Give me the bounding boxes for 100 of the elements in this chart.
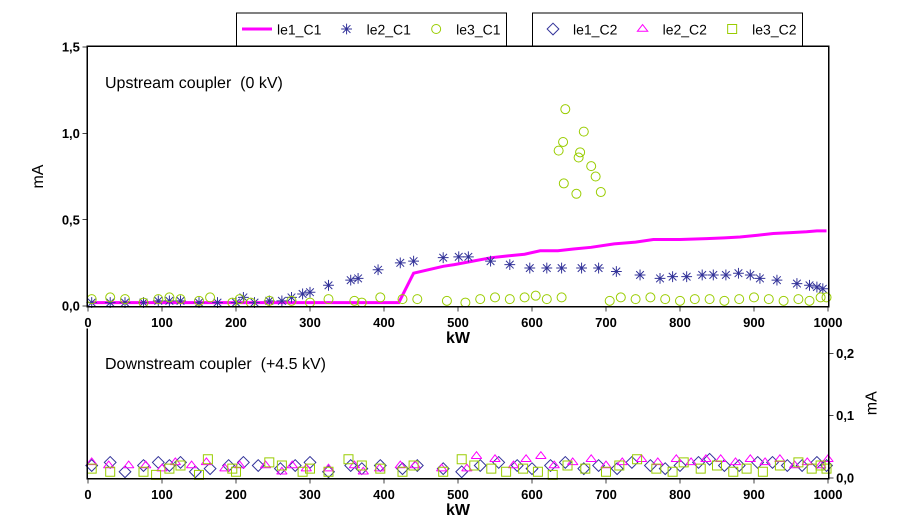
point (816, 292, 826, 302)
x-tick-label: 500 (447, 487, 469, 502)
y-axis-title: mA (30, 164, 47, 189)
point (475, 294, 486, 304)
point (398, 294, 408, 304)
point (822, 292, 832, 302)
y2-tick-label: 0,2 (836, 346, 854, 361)
point (372, 264, 384, 276)
point (412, 294, 422, 304)
point (174, 294, 186, 307)
legend-label: le2_C1 (366, 21, 412, 38)
point (238, 292, 250, 304)
point (732, 267, 744, 280)
point (590, 172, 601, 182)
point (556, 262, 568, 274)
point (344, 274, 357, 286)
point (675, 296, 685, 306)
point (666, 270, 678, 283)
point (771, 274, 783, 286)
x-tick-label: 700 (595, 315, 617, 330)
y2-axis-title: mA (864, 390, 881, 416)
point (744, 269, 756, 281)
point (484, 255, 496, 268)
point (704, 294, 715, 304)
point (719, 296, 730, 306)
point (778, 296, 789, 306)
point (575, 147, 586, 158)
x-tick-label: 900 (743, 487, 765, 502)
point (276, 294, 288, 307)
legend-label: le3_C2 (752, 21, 797, 38)
x-tick-label: 700 (595, 487, 617, 502)
x-tick-label: 200 (225, 315, 247, 330)
point (520, 292, 530, 302)
point (104, 296, 116, 308)
point (696, 269, 708, 281)
point (408, 255, 420, 268)
point (556, 292, 567, 302)
point (616, 292, 626, 302)
point (804, 279, 816, 292)
point (246, 298, 256, 308)
point (524, 262, 536, 274)
point (504, 258, 516, 270)
point (571, 188, 582, 199)
point (554, 146, 564, 156)
point (322, 279, 334, 292)
x-tick-label: 600 (521, 315, 543, 330)
legend-label: le2_C2 (662, 21, 708, 38)
annotation: Upstream coupler (0 kV) (105, 75, 283, 92)
point (660, 294, 670, 304)
x-tick-label: 400 (373, 487, 395, 502)
x-tick-label: 800 (669, 315, 691, 330)
point (530, 290, 541, 301)
point (437, 252, 450, 264)
x-tick-label: 0 (84, 487, 92, 502)
point (119, 296, 131, 308)
x-tick-label: 100 (151, 315, 173, 330)
point (707, 269, 720, 281)
point (164, 292, 174, 302)
point (804, 296, 814, 306)
point (212, 296, 224, 308)
x-tick-label: 500 (447, 315, 469, 330)
point (540, 262, 553, 274)
x-axis-title: kW (446, 330, 471, 348)
point (164, 294, 176, 307)
point (586, 161, 596, 172)
point (248, 296, 260, 308)
point (120, 294, 130, 304)
point (654, 272, 666, 284)
point (791, 278, 803, 290)
x-tick-label: 900 (743, 315, 765, 330)
point (194, 296, 204, 306)
point (558, 136, 568, 147)
point (592, 262, 604, 274)
point (352, 272, 364, 284)
point (193, 296, 205, 308)
point (452, 250, 465, 263)
legend-label: le1_C1 (277, 21, 322, 38)
point (349, 296, 360, 306)
x-tick-label: 300 (299, 315, 321, 330)
point (356, 298, 367, 308)
y-tick-label: 1,0 (62, 126, 80, 141)
point (720, 269, 732, 281)
y-tick-label: 1,5 (62, 40, 80, 55)
x-tick-label: 1000 (814, 315, 842, 330)
point (749, 292, 759, 302)
x-tick-label: 100 (151, 487, 173, 502)
point (596, 187, 606, 198)
point (793, 294, 804, 304)
point (690, 294, 700, 304)
point (558, 178, 569, 188)
point (153, 294, 164, 304)
point (105, 292, 116, 302)
point (610, 266, 622, 278)
point (286, 296, 296, 306)
point (152, 294, 164, 307)
point (176, 294, 186, 304)
y-tick-label: 0,0 (62, 298, 80, 314)
point (764, 294, 774, 304)
point (460, 298, 470, 308)
point (645, 292, 656, 302)
